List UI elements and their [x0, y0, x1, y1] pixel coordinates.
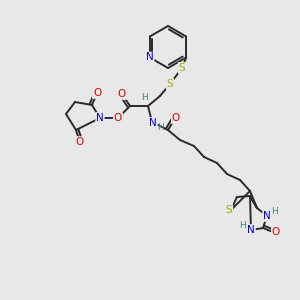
Text: N: N: [149, 118, 157, 128]
Text: O: O: [93, 88, 101, 98]
Text: O: O: [118, 89, 126, 99]
Text: O: O: [76, 137, 84, 147]
Text: N: N: [263, 211, 271, 221]
Text: O: O: [114, 113, 122, 123]
Text: N: N: [146, 52, 154, 62]
Text: O: O: [172, 113, 180, 123]
Text: N: N: [96, 113, 104, 123]
Text: H: H: [272, 208, 278, 217]
Text: H: H: [158, 124, 164, 133]
Text: N: N: [247, 225, 255, 235]
Text: S: S: [167, 79, 173, 89]
Text: H: H: [240, 221, 246, 230]
Text: H: H: [141, 92, 147, 101]
Text: S: S: [226, 205, 232, 215]
Text: S: S: [179, 63, 185, 73]
Text: O: O: [272, 227, 280, 237]
